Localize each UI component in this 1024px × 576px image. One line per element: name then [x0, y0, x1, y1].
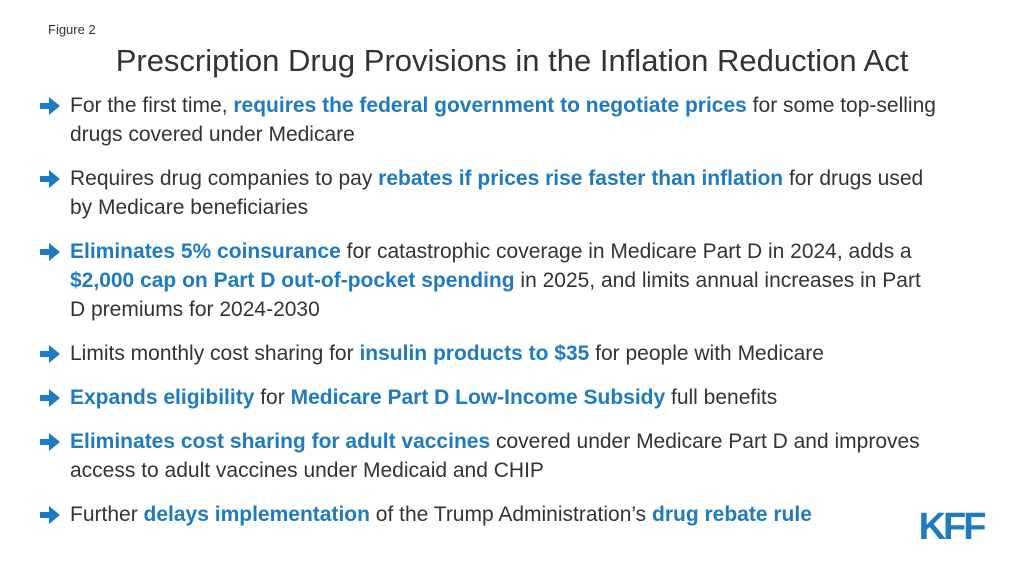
bullet-highlight-text: Eliminates 5% coinsurance: [70, 240, 341, 263]
bullet-highlight-text: $2,000 cap on Part D out-of-pocket spend…: [70, 269, 515, 292]
bullet-text: of the Trump Administration’s: [369, 503, 653, 526]
bullet-text: in 2025, and limits annual increases in …: [70, 269, 921, 321]
arrow-right-icon: [40, 97, 60, 115]
bullet-text: Further: [70, 503, 144, 526]
bullet-text: for: [254, 386, 291, 409]
bullet-highlight-text: Eliminates cost sharing for adult vaccin…: [70, 430, 491, 453]
bullet-item: Limits monthly cost sharing for insulin …: [40, 339, 940, 368]
bullet-highlight-text: Expands eligibility: [70, 386, 255, 409]
bullet-text: for drugs used by Medicare beneficiaries: [70, 167, 924, 219]
bullet-item: Eliminates cost sharing for adult vaccin…: [40, 427, 940, 485]
bullet-text: covered under Medicare Part D and improv…: [70, 430, 920, 482]
arrow-right-icon: [40, 345, 60, 363]
bullet-item: Requires drug companies to pay rebates i…: [40, 164, 940, 222]
bullet-item: For the first time, requires the federal…: [40, 91, 940, 149]
bullet-text: Limits monthly cost sharing for: [70, 342, 360, 365]
arrow-right-icon: [40, 243, 60, 261]
bullet-highlight-text: requires the federal government to negot…: [233, 94, 747, 117]
bullet-text: for some top-selling drugs covered under…: [70, 94, 936, 146]
bullet-highlight-text: Medicare Part D Low-Income Subsidy: [290, 386, 666, 409]
arrow-right-icon: [40, 433, 60, 451]
figure-label: Figure 2: [48, 22, 96, 37]
bullet-text: Requires drug companies to pay: [70, 167, 379, 190]
bullet-text: For the first time,: [70, 94, 234, 117]
bullet-list: For the first time, requires the federal…: [40, 91, 940, 544]
bullet-text: for catastrophic coverage in Medicare Pa…: [340, 240, 912, 263]
bullet-item: Further delays implementation of the Tru…: [40, 500, 940, 529]
bullet-text: for people with Medicare: [589, 342, 824, 365]
bullet-highlight-text: insulin products to $35: [359, 342, 590, 365]
arrow-right-icon: [40, 506, 60, 524]
bullet-highlight-text: delays implementation: [143, 503, 370, 526]
bullet-item: Eliminates 5% coinsurance for catastroph…: [40, 237, 940, 324]
bullet-text: full benefits: [665, 386, 778, 409]
kff-logo: KFF: [919, 507, 988, 543]
bullet-highlight-text: drug rebate rule: [652, 503, 812, 526]
bullet-item: Expands eligibility for Medicare Part D …: [40, 383, 940, 412]
bullet-highlight-text: rebates if prices rise faster than infla…: [378, 167, 784, 190]
slide-title: Prescription Drug Provisions in the Infl…: [115, 43, 909, 78]
arrow-right-icon: [40, 389, 60, 407]
arrow-right-icon: [40, 170, 60, 188]
logo-text: KFF: [919, 507, 986, 543]
